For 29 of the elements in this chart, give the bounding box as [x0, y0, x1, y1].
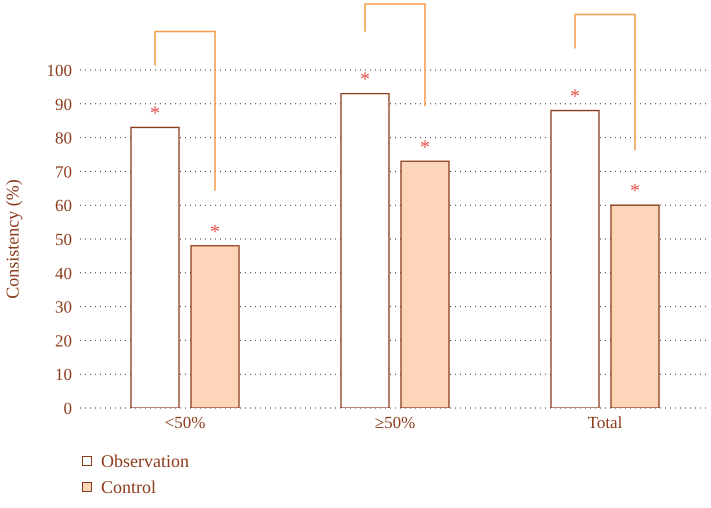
y-tick-label: 90	[55, 94, 72, 114]
bar	[610, 204, 660, 408]
y-tick-label: 70	[55, 162, 72, 182]
annotation: *	[150, 102, 160, 124]
annotation: *	[360, 68, 370, 91]
bar	[340, 93, 390, 408]
y-tick-label: 100	[46, 61, 72, 80]
bar	[130, 126, 180, 408]
x-tick-label: Total	[588, 413, 623, 432]
annotation: *	[420, 136, 430, 158]
y-axis-title: Consistency (%)	[2, 179, 22, 299]
y-tick-label: 60	[55, 196, 72, 216]
annotation: *	[570, 86, 580, 108]
y-tick-label: 30	[55, 298, 72, 317]
legend-label: Control	[101, 476, 156, 498]
y-tick-label: 20	[55, 331, 72, 350]
annotation: *	[210, 220, 220, 243]
y-tick-label: 10	[55, 365, 72, 384]
y-tick-label: 80	[55, 128, 72, 148]
y-tick-label: 40	[55, 264, 72, 283]
x-tick-label: ≥50%	[374, 413, 416, 432]
legend-label: Observation	[101, 450, 189, 472]
x-tick-label: <50%	[164, 413, 206, 432]
annotation: *	[630, 180, 640, 202]
bar	[400, 160, 450, 408]
bar	[190, 245, 240, 408]
bar	[550, 110, 600, 408]
y-tick-label: 50	[55, 230, 72, 250]
y-tick-label: 0	[64, 399, 72, 418]
